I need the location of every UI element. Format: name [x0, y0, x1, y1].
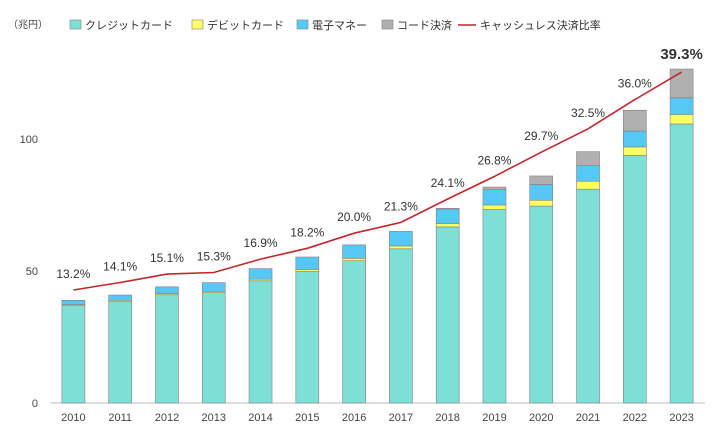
- bar-segment-2013-s0: [201, 292, 226, 404]
- bar-segment-2023-s0: [669, 123, 694, 404]
- y-axis-unit-label: （兆円）: [8, 19, 48, 31]
- bar-segment-2016-s2: [342, 244, 366, 259]
- bar-segment-2015-s1: [295, 269, 320, 272]
- ratio-label-2015: 18.2%: [290, 225, 324, 239]
- ratio-label-2018: 24.1%: [431, 176, 465, 190]
- x-tick-label-2016: 2016: [342, 412, 366, 424]
- ratio-label-2019: 26.8%: [477, 153, 511, 167]
- bar-segment-2018-s3: [435, 208, 460, 210]
- bar-segment-2017-s1: [389, 245, 413, 250]
- bar-segment-2020-s3: [529, 175, 554, 185]
- ratio-label-2013: 15.3%: [197, 249, 231, 263]
- bar-segment-2019-s3: [482, 186, 507, 190]
- x-tick-label-2023: 2023: [669, 412, 693, 424]
- x-tick-label-2013: 2013: [202, 412, 226, 424]
- bar-segment-2014-s0: [248, 280, 273, 404]
- legend-swatch-3: [381, 19, 394, 30]
- x-tick-label-2010: 2010: [61, 412, 85, 424]
- ratio-label-2023: 39.3%: [660, 46, 703, 63]
- legend-label-2: 電子マネー: [312, 19, 367, 32]
- bar-segment-2019-s0: [482, 209, 507, 404]
- bar-segment-2021-s3: [576, 151, 600, 166]
- y-tick-label: 100: [20, 134, 38, 146]
- ratio-label-2021: 32.5%: [571, 106, 605, 120]
- bar-segment-2022-s2: [623, 130, 647, 148]
- legend-swatch-0: [69, 19, 82, 30]
- bar-segment-2019-s1: [482, 204, 507, 210]
- ratio-label-2020: 29.7%: [524, 129, 558, 143]
- bar-segment-2017-s2: [389, 231, 413, 247]
- legend-label-3: コード決済: [397, 18, 452, 32]
- x-tick-label-2014: 2014: [248, 412, 272, 424]
- bar-segment-2023-s1: [669, 114, 694, 125]
- bar-segment-2015-s2: [295, 256, 320, 270]
- bar-segment-2020-s0: [529, 205, 554, 404]
- x-tick-label-2019: 2019: [482, 412, 506, 424]
- ratio-label-2011: 14.1%: [103, 259, 137, 273]
- x-tick-label-2018: 2018: [435, 412, 459, 424]
- bar-segment-2021-s2: [576, 165, 600, 182]
- bar-segment-2015-s0: [295, 271, 320, 404]
- ratio-label-2010: 13.2%: [56, 267, 90, 281]
- bar-segment-2018-s1: [435, 223, 460, 228]
- bar-segment-2020-s2: [529, 184, 554, 201]
- bar-segment-2017-s0: [389, 248, 413, 404]
- ratio-line: [73, 71, 683, 291]
- bar-segment-2022-s0: [623, 155, 647, 404]
- bar-segment-2018-s0: [435, 226, 460, 404]
- bar-segment-2023-s3: [669, 68, 694, 99]
- legend-swatch-2: [296, 19, 309, 30]
- bar-segment-2021-s0: [576, 188, 600, 404]
- bar-segment-2022-s1: [623, 146, 647, 156]
- x-tick-label-2022: 2022: [623, 412, 647, 424]
- bar-segment-2012-s0: [155, 294, 179, 404]
- bar-segment-2016-s1: [342, 258, 366, 262]
- bar-segment-2010-s0: [61, 305, 86, 404]
- bar-segment-2016-s0: [342, 260, 366, 404]
- legend-label-0: クレジットカード: [85, 19, 173, 32]
- bar-segment-2019-s2: [482, 189, 507, 206]
- bar-segment-2021-s1: [576, 180, 600, 190]
- ratio-label-2016: 20.0%: [337, 210, 371, 224]
- bar-segment-2011-s0: [108, 301, 132, 404]
- bar-segment-2022-s3: [623, 109, 647, 132]
- bar-segment-2013-s2: [201, 282, 226, 292]
- ratio-label-2022: 36.0%: [618, 77, 652, 91]
- legend-label-1: デビットカード: [207, 18, 284, 32]
- x-tick-label-2021: 2021: [576, 412, 600, 424]
- x-tick-label-2012: 2012: [155, 412, 179, 424]
- bar-segment-2011-s2: [108, 294, 132, 301]
- legend-swatch-1: [191, 19, 204, 30]
- y-tick-label: 0: [32, 398, 38, 410]
- ratio-label-2017: 21.3%: [384, 199, 418, 213]
- y-tick-label: 50: [26, 266, 38, 278]
- x-tick-label-2020: 2020: [529, 412, 553, 424]
- bar-segment-2023-s2: [669, 97, 694, 115]
- bar-segment-2020-s1: [529, 199, 554, 207]
- bar-segment-2012-s2: [155, 286, 179, 294]
- x-tick-label-2017: 2017: [389, 412, 413, 424]
- bar-segment-2014-s2: [248, 268, 273, 280]
- ratio-label-2012: 15.1%: [150, 251, 184, 265]
- x-tick-label-2015: 2015: [295, 412, 319, 424]
- legend-label-4: キャッシュレス決済比率: [480, 18, 601, 32]
- bar-segment-2018-s2: [435, 208, 460, 224]
- x-tick-label-2011: 2011: [108, 412, 132, 424]
- bar-segment-2010-s2: [61, 300, 86, 305]
- ratio-label-2014: 16.9%: [244, 236, 278, 250]
